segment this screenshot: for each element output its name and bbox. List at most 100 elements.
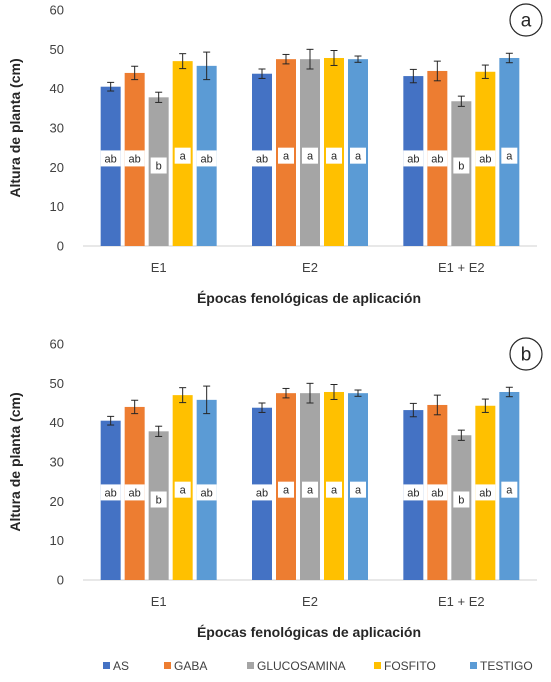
significance-box <box>124 150 145 167</box>
y-tick-label: 50 <box>50 376 64 391</box>
significance-box <box>350 147 366 164</box>
y-tick-label: 60 <box>50 3 64 18</box>
significance-box <box>453 157 470 174</box>
significance-box <box>475 484 496 501</box>
legend-label: GLUCOSAMINA <box>257 659 346 673</box>
y-tick-label: 10 <box>50 533 64 548</box>
significance-box <box>100 484 121 501</box>
legend-swatch-glucosamina-icon <box>247 662 254 669</box>
significance-letter: ab <box>105 153 117 165</box>
y-tick-label: 10 <box>50 199 64 214</box>
significance-box <box>278 147 294 164</box>
significance-box <box>100 150 121 167</box>
legend: AS GABA GLUCOSAMINA FOSFITO TESTIGO <box>103 659 533 673</box>
significance-letter: a <box>180 151 187 163</box>
y-tick-label: 30 <box>50 455 64 470</box>
legend-swatch-as-icon <box>103 662 110 669</box>
significance-box <box>302 481 318 498</box>
panel-letter-circle <box>509 3 543 37</box>
significance-letter: ab <box>431 487 443 499</box>
x-category-label: E1 <box>151 260 167 275</box>
y-tick-label: 60 <box>50 337 64 352</box>
significance-letter: a <box>331 151 338 163</box>
significance-letter: ab <box>479 487 491 499</box>
significance-letter: b <box>156 495 162 507</box>
bar-glucosamina-3 <box>451 101 472 247</box>
significance-letter: a <box>283 151 290 163</box>
significance-box <box>475 150 496 167</box>
x-axis-title: Épocas fenológicas de aplicación <box>197 624 421 640</box>
significance-letter: ab <box>407 487 419 499</box>
significance-letter: a <box>180 485 187 497</box>
x-category-label: E1 <box>151 594 167 609</box>
significance-letter: a <box>355 485 362 497</box>
significance-box <box>453 491 470 508</box>
y-tick-label: 40 <box>50 415 64 430</box>
y-tick-label: 20 <box>50 494 64 509</box>
bar-glucosamina-3 <box>451 435 472 580</box>
significance-letter: ab <box>129 487 141 499</box>
x-category-label: E2 <box>302 594 318 609</box>
legend-label: GABA <box>174 659 207 673</box>
y-tick-label: 50 <box>50 42 64 57</box>
significance-letter: a <box>283 485 290 497</box>
significance-box <box>124 484 145 501</box>
significance-letter: ab <box>201 153 213 165</box>
significance-box <box>150 157 167 174</box>
legend-label: TESTIGO <box>480 659 533 673</box>
x-category-label: E1 + E2 <box>438 594 485 609</box>
significance-box <box>302 147 318 164</box>
significance-box <box>501 147 518 164</box>
panel-letter: a <box>521 11 532 32</box>
significance-letter: a <box>506 151 513 163</box>
panel-letter: b <box>521 345 532 366</box>
significance-box <box>278 481 294 498</box>
significance-letter: b <box>458 161 464 173</box>
x-category-label: E2 <box>302 260 318 275</box>
significance-box <box>427 484 448 501</box>
legend-swatch-gaba-icon <box>164 662 171 669</box>
significance-letter: a <box>307 485 314 497</box>
significance-box <box>427 150 448 167</box>
significance-box <box>196 150 217 167</box>
significance-letter: a <box>355 151 362 163</box>
significance-box <box>326 147 342 164</box>
significance-letter: a <box>307 151 314 163</box>
significance-letter: ab <box>105 487 117 499</box>
significance-letter: ab <box>256 153 268 165</box>
legend-label: AS <box>113 659 129 673</box>
significance-letter: a <box>331 485 338 497</box>
y-axis-title: Altura de planta (cm) <box>7 392 23 531</box>
significance-letter: ab <box>201 487 213 499</box>
significance-letter: ab <box>129 153 141 165</box>
x-axis-title: Épocas fenológicas de aplicación <box>197 290 421 306</box>
y-tick-label: 0 <box>57 239 64 254</box>
y-axis-title: Altura de planta (cm) <box>7 58 23 197</box>
significance-box <box>403 150 424 167</box>
significance-box <box>501 481 518 498</box>
significance-box <box>150 491 167 508</box>
significance-letter: b <box>156 161 162 173</box>
significance-letter: b <box>458 495 464 507</box>
significance-box <box>252 484 272 501</box>
significance-letter: ab <box>256 487 268 499</box>
significance-box <box>174 147 191 164</box>
x-category-label: E1 + E2 <box>438 260 485 275</box>
legend-label: FOSFITO <box>384 659 436 673</box>
y-tick-label: 30 <box>50 121 64 136</box>
significance-letter: ab <box>431 153 443 165</box>
significance-box <box>252 150 272 167</box>
significance-letter: ab <box>407 153 419 165</box>
legend-swatch-testigo-icon <box>470 662 477 669</box>
significance-box <box>326 481 342 498</box>
significance-letter: a <box>506 485 513 497</box>
significance-box <box>350 481 366 498</box>
y-tick-label: 0 <box>57 573 64 588</box>
legend-swatch-fosfito-icon <box>374 662 381 669</box>
y-tick-label: 20 <box>50 160 64 175</box>
significance-letter: ab <box>479 153 491 165</box>
significance-box <box>174 481 191 498</box>
